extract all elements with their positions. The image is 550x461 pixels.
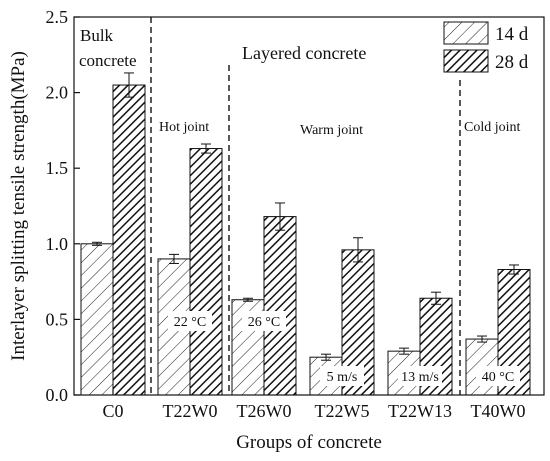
x-axis-title: Groups of concrete xyxy=(236,432,382,453)
condition-label: 22 °C xyxy=(174,315,206,330)
bar-28d-T22W0 xyxy=(189,148,223,396)
y-axis-title: Interlayer splitting tensile strength(MP… xyxy=(8,51,29,361)
bar-28d-C0 xyxy=(112,84,146,396)
y-tick-label: 2.0 xyxy=(46,83,69,103)
bulk-concrete-label-line2: concrete xyxy=(79,51,137,70)
bulk-concrete-label-line1: Bulk xyxy=(80,26,114,45)
condition-label: 13 m/s xyxy=(401,370,439,385)
condition-label-bg xyxy=(320,366,364,386)
legend-swatch-14d xyxy=(443,21,489,45)
legend-swatch-28d xyxy=(443,49,489,73)
zone-hot-joint: Hot joint xyxy=(159,120,209,135)
x-tick-label: T22W0 xyxy=(163,401,218,421)
condition-label-bg xyxy=(476,366,520,386)
layered-concrete-label: Layered concrete xyxy=(242,43,366,63)
y-tick-label: 0.5 xyxy=(46,309,69,329)
x-tick-label: T26W0 xyxy=(237,401,292,421)
y-tick-label: 1.0 xyxy=(46,234,69,254)
bar-14d-C0 xyxy=(80,243,114,396)
condition-label: 40 °C xyxy=(482,370,514,385)
bar-28d-T26W0 xyxy=(263,216,297,396)
x-tick-label: T22W5 xyxy=(315,401,370,421)
condition-label: 26 °C xyxy=(248,315,280,330)
zone-warm-joint: Warm joint xyxy=(300,123,363,138)
plot-frame xyxy=(73,16,545,396)
x-tick-label: T40W0 xyxy=(471,401,526,421)
condition-label: 5 m/s xyxy=(327,370,358,385)
legend-label-28d: 28 d xyxy=(495,52,529,73)
condition-label-bg xyxy=(242,311,286,331)
y-tick-label: 0.0 xyxy=(46,385,69,405)
x-tick-label: C0 xyxy=(102,401,123,421)
y-tick-label: 1.5 xyxy=(46,158,69,178)
y-tick-label: 2.5 xyxy=(46,7,69,27)
condition-label-bg xyxy=(168,311,212,331)
legend: 14 d 28 d xyxy=(443,21,529,73)
legend-label-14d: 14 d xyxy=(495,24,529,45)
zone-cold-joint: Cold joint xyxy=(464,120,521,135)
condition-label-bg xyxy=(398,366,442,386)
x-tick-label: T22W13 xyxy=(388,401,452,421)
